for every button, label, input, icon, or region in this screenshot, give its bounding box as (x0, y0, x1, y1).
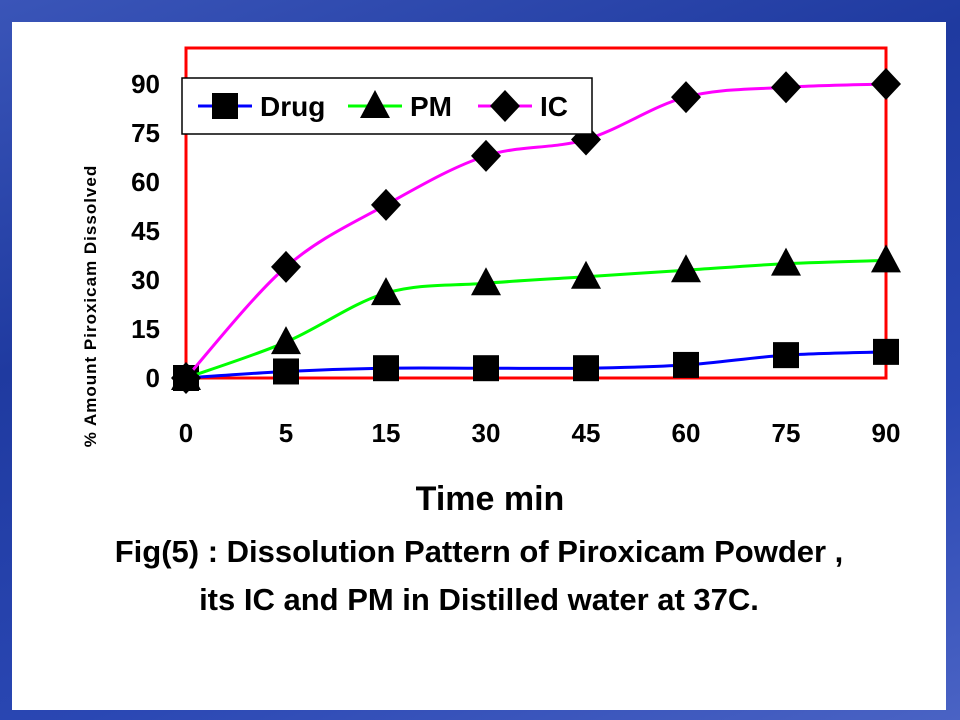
data-point-pm (771, 247, 801, 276)
legend-label-drug: Drug (260, 91, 325, 122)
x-tick-label: 30 (472, 418, 501, 448)
plot-area-frame (184, 46, 888, 380)
data-point-ic (771, 71, 801, 104)
data-point-ic (471, 139, 501, 172)
data-point-ic (871, 68, 901, 100)
x-tick-label: 90 (872, 418, 901, 448)
y-tick-label: 45 (131, 216, 160, 246)
y-axis-ticks: 0 15 30 45 60 75 90 (131, 69, 160, 393)
data-point-drug (573, 355, 599, 382)
x-tick-label: 0 (179, 418, 193, 448)
data-point-ic (171, 362, 201, 394)
data-point-drug (273, 358, 299, 385)
series-line-pm (185, 258, 887, 380)
data-point-drug (873, 338, 899, 365)
x-tick-label: 15 (372, 418, 401, 448)
data-point-drug (373, 355, 399, 382)
data-point-ic (671, 81, 701, 114)
data-point-pm (571, 260, 601, 289)
data-point-drug (473, 355, 499, 382)
data-point-pm (671, 254, 701, 283)
legend-marker-pm (360, 90, 390, 118)
legend-marker-drug (212, 93, 238, 119)
x-tick-label: 60 (672, 418, 701, 448)
data-point-pm (371, 277, 401, 306)
figure-caption-line-2: its IC and PM in Distilled water at 37C. (199, 582, 759, 617)
data-point-drug (673, 351, 699, 378)
data-point-ic (271, 250, 301, 283)
y-tick-label: 60 (131, 167, 160, 197)
data-point-pm (871, 244, 901, 273)
y-tick-label: 75 (131, 118, 160, 148)
y-tick-label: 90 (131, 69, 160, 99)
series-layer (171, 68, 901, 394)
x-tick-label: 45 (572, 418, 601, 448)
y-tick-label: 15 (131, 314, 160, 344)
y-tick-label: 30 (131, 265, 160, 295)
data-point-pm (471, 267, 501, 296)
legend-marker-ic (490, 90, 520, 122)
x-tick-label: 5 (279, 418, 293, 448)
y-axis-label: % Amount Piroxicam Dissolved (81, 165, 100, 447)
data-point-pm (271, 326, 301, 355)
legend-label-ic: IC (540, 91, 568, 122)
figure-caption-line-1: Fig(5) : Dissolution Pattern of Piroxica… (114, 534, 844, 569)
data-point-ic (371, 188, 401, 221)
x-axis-ticks: 0 5 15 30 45 60 75 90 (179, 418, 901, 448)
legend-label-pm: PM (410, 91, 452, 122)
x-tick-label: 75 (772, 418, 801, 448)
x-axis-label: Time min (416, 480, 565, 518)
y-tick-label: 0 (146, 363, 160, 393)
legend: Drug PM IC (181, 77, 593, 135)
data-point-drug (773, 342, 799, 369)
